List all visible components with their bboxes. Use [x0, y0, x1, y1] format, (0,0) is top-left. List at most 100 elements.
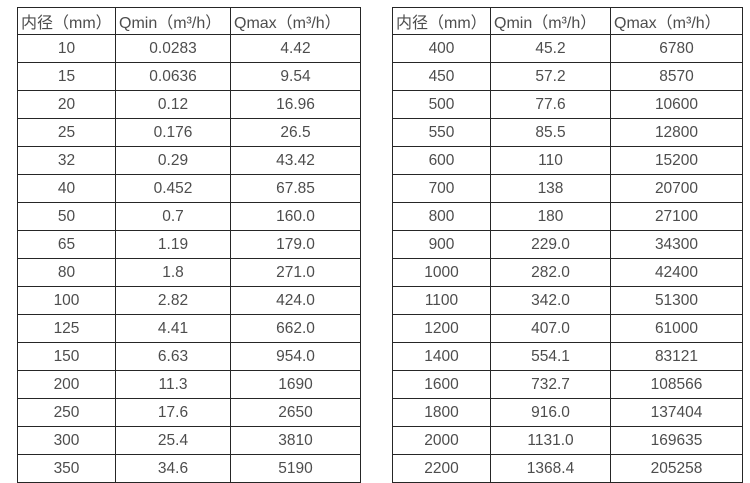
table-row: 200 11.3 1690: [17, 370, 361, 399]
table-cell: 271.0: [230, 258, 361, 287]
column-header: 内径（mm）: [392, 7, 491, 35]
table-row: 1100 342.0 51300: [392, 286, 743, 315]
table-row: 10 0.0283 4.42: [17, 34, 361, 63]
table-cell: 138: [490, 174, 611, 203]
table-cell: 6780: [610, 34, 743, 63]
table-cell: 407.0: [490, 314, 611, 343]
table-cell: 1.19: [115, 230, 231, 259]
table-cell: 110: [490, 146, 611, 175]
header-row: 内径（mm） Qmin（m³/h） Qmax（m³/h）: [17, 7, 361, 35]
table-row: 20 0.12 16.96: [17, 90, 361, 119]
table-cell: 83121: [610, 342, 743, 371]
table-row: 1400 554.1 83121: [392, 342, 743, 371]
table-cell: 9.54: [230, 62, 361, 91]
table-cell: 125: [17, 314, 116, 343]
table-cell: 45.2: [490, 34, 611, 63]
table-row: 1000 282.0 42400: [392, 258, 743, 287]
table-cell: 0.7: [115, 202, 231, 231]
table-row: 300 25.4 3810: [17, 426, 361, 455]
table-cell: 554.1: [490, 342, 611, 371]
table-cell: 229.0: [490, 230, 611, 259]
table-cell: 3810: [230, 426, 361, 455]
table-cell: 732.7: [490, 370, 611, 399]
table-cell: 42400: [610, 258, 743, 287]
flow-table-large-diameters: 内径（mm） Qmin（m³/h） Qmax（m³/h） 400 45.2 6780 450…: [392, 7, 743, 483]
table-cell: 6.63: [115, 342, 231, 371]
table-row: 25 0.176 26.5: [17, 118, 361, 147]
table-row: 50 0.7 160.0: [17, 202, 361, 231]
table-row: 100 2.82 424.0: [17, 286, 361, 315]
table-cell: 2200: [392, 454, 491, 483]
column-header: Qmin（m³/h）: [490, 7, 611, 35]
table-cell: 4.42: [230, 34, 361, 63]
table-cell: 8570: [610, 62, 743, 91]
table-row: 550 85.5 12800: [392, 118, 743, 147]
table-cell: 1131.0: [490, 426, 611, 455]
table-cell: 916.0: [490, 398, 611, 427]
table-cell: 250: [17, 398, 116, 427]
table-row: 800 180 27100: [392, 202, 743, 231]
flow-table-small-diameters: 内径（mm） Qmin（m³/h） Qmax（m³/h） 10 0.0283 4.42 15…: [17, 7, 361, 483]
table-row: 450 57.2 8570: [392, 62, 743, 91]
column-header: Qmax（m³/h）: [230, 7, 361, 35]
table-cell: 25: [17, 118, 116, 147]
table-cell: 50: [17, 202, 116, 231]
header-row: 内径（mm） Qmin（m³/h） Qmax（m³/h）: [392, 7, 743, 35]
table-cell: 1200: [392, 314, 491, 343]
table-row: 125 4.41 662.0: [17, 314, 361, 343]
table-cell: 34.6: [115, 454, 231, 483]
table-row: 150 6.63 954.0: [17, 342, 361, 371]
table-row: 500 77.6 10600: [392, 90, 743, 119]
table-cell: 2650: [230, 398, 361, 427]
table-row: 700 138 20700: [392, 174, 743, 203]
table-cell: 0.12: [115, 90, 231, 119]
table-cell: 205258: [610, 454, 743, 483]
table-cell: 1.8: [115, 258, 231, 287]
table-cell: 4.41: [115, 314, 231, 343]
table-cell: 300: [17, 426, 116, 455]
table-row: 2000 1131.0 169635: [392, 426, 743, 455]
table-cell: 160.0: [230, 202, 361, 231]
table-row: 2200 1368.4 205258: [392, 454, 743, 483]
table-cell: 5190: [230, 454, 361, 483]
table-cell: 34300: [610, 230, 743, 259]
table-cell: 100: [17, 286, 116, 315]
table-cell: 25.4: [115, 426, 231, 455]
table-cell: 180: [490, 202, 611, 231]
table-cell: 17.6: [115, 398, 231, 427]
table-cell: 15: [17, 62, 116, 91]
table-row: 400 45.2 6780: [392, 34, 743, 63]
table-row: 65 1.19 179.0: [17, 230, 361, 259]
table-row: 900 229.0 34300: [392, 230, 743, 259]
table-cell: 1690: [230, 370, 361, 399]
table-cell: 15200: [610, 146, 743, 175]
table-cell: 26.5: [230, 118, 361, 147]
table-cell: 2000: [392, 426, 491, 455]
table-cell: 900: [392, 230, 491, 259]
table-cell: 0.452: [115, 174, 231, 203]
table-row: 80 1.8 271.0: [17, 258, 361, 287]
table-cell: 169635: [610, 426, 743, 455]
table-cell: 43.42: [230, 146, 361, 175]
table-cell: 1600: [392, 370, 491, 399]
table-cell: 800: [392, 202, 491, 231]
table-cell: 11.3: [115, 370, 231, 399]
table-cell: 51300: [610, 286, 743, 315]
table-cell: 954.0: [230, 342, 361, 371]
table-cell: 2.82: [115, 286, 231, 315]
table-cell: 20700: [610, 174, 743, 203]
table-cell: 77.6: [490, 90, 611, 119]
table-row: 40 0.452 67.85: [17, 174, 361, 203]
table-cell: 500: [392, 90, 491, 119]
table-cell: 282.0: [490, 258, 611, 287]
table-cell: 1368.4: [490, 454, 611, 483]
table-cell: 137404: [610, 398, 743, 427]
table-row: 1800 916.0 137404: [392, 398, 743, 427]
table-cell: 1800: [392, 398, 491, 427]
table-row: 15 0.0636 9.54: [17, 62, 361, 91]
table-row: 600 110 15200: [392, 146, 743, 175]
table-cell: 16.96: [230, 90, 361, 119]
column-header: Qmin（m³/h）: [115, 7, 231, 35]
table-cell: 27100: [610, 202, 743, 231]
